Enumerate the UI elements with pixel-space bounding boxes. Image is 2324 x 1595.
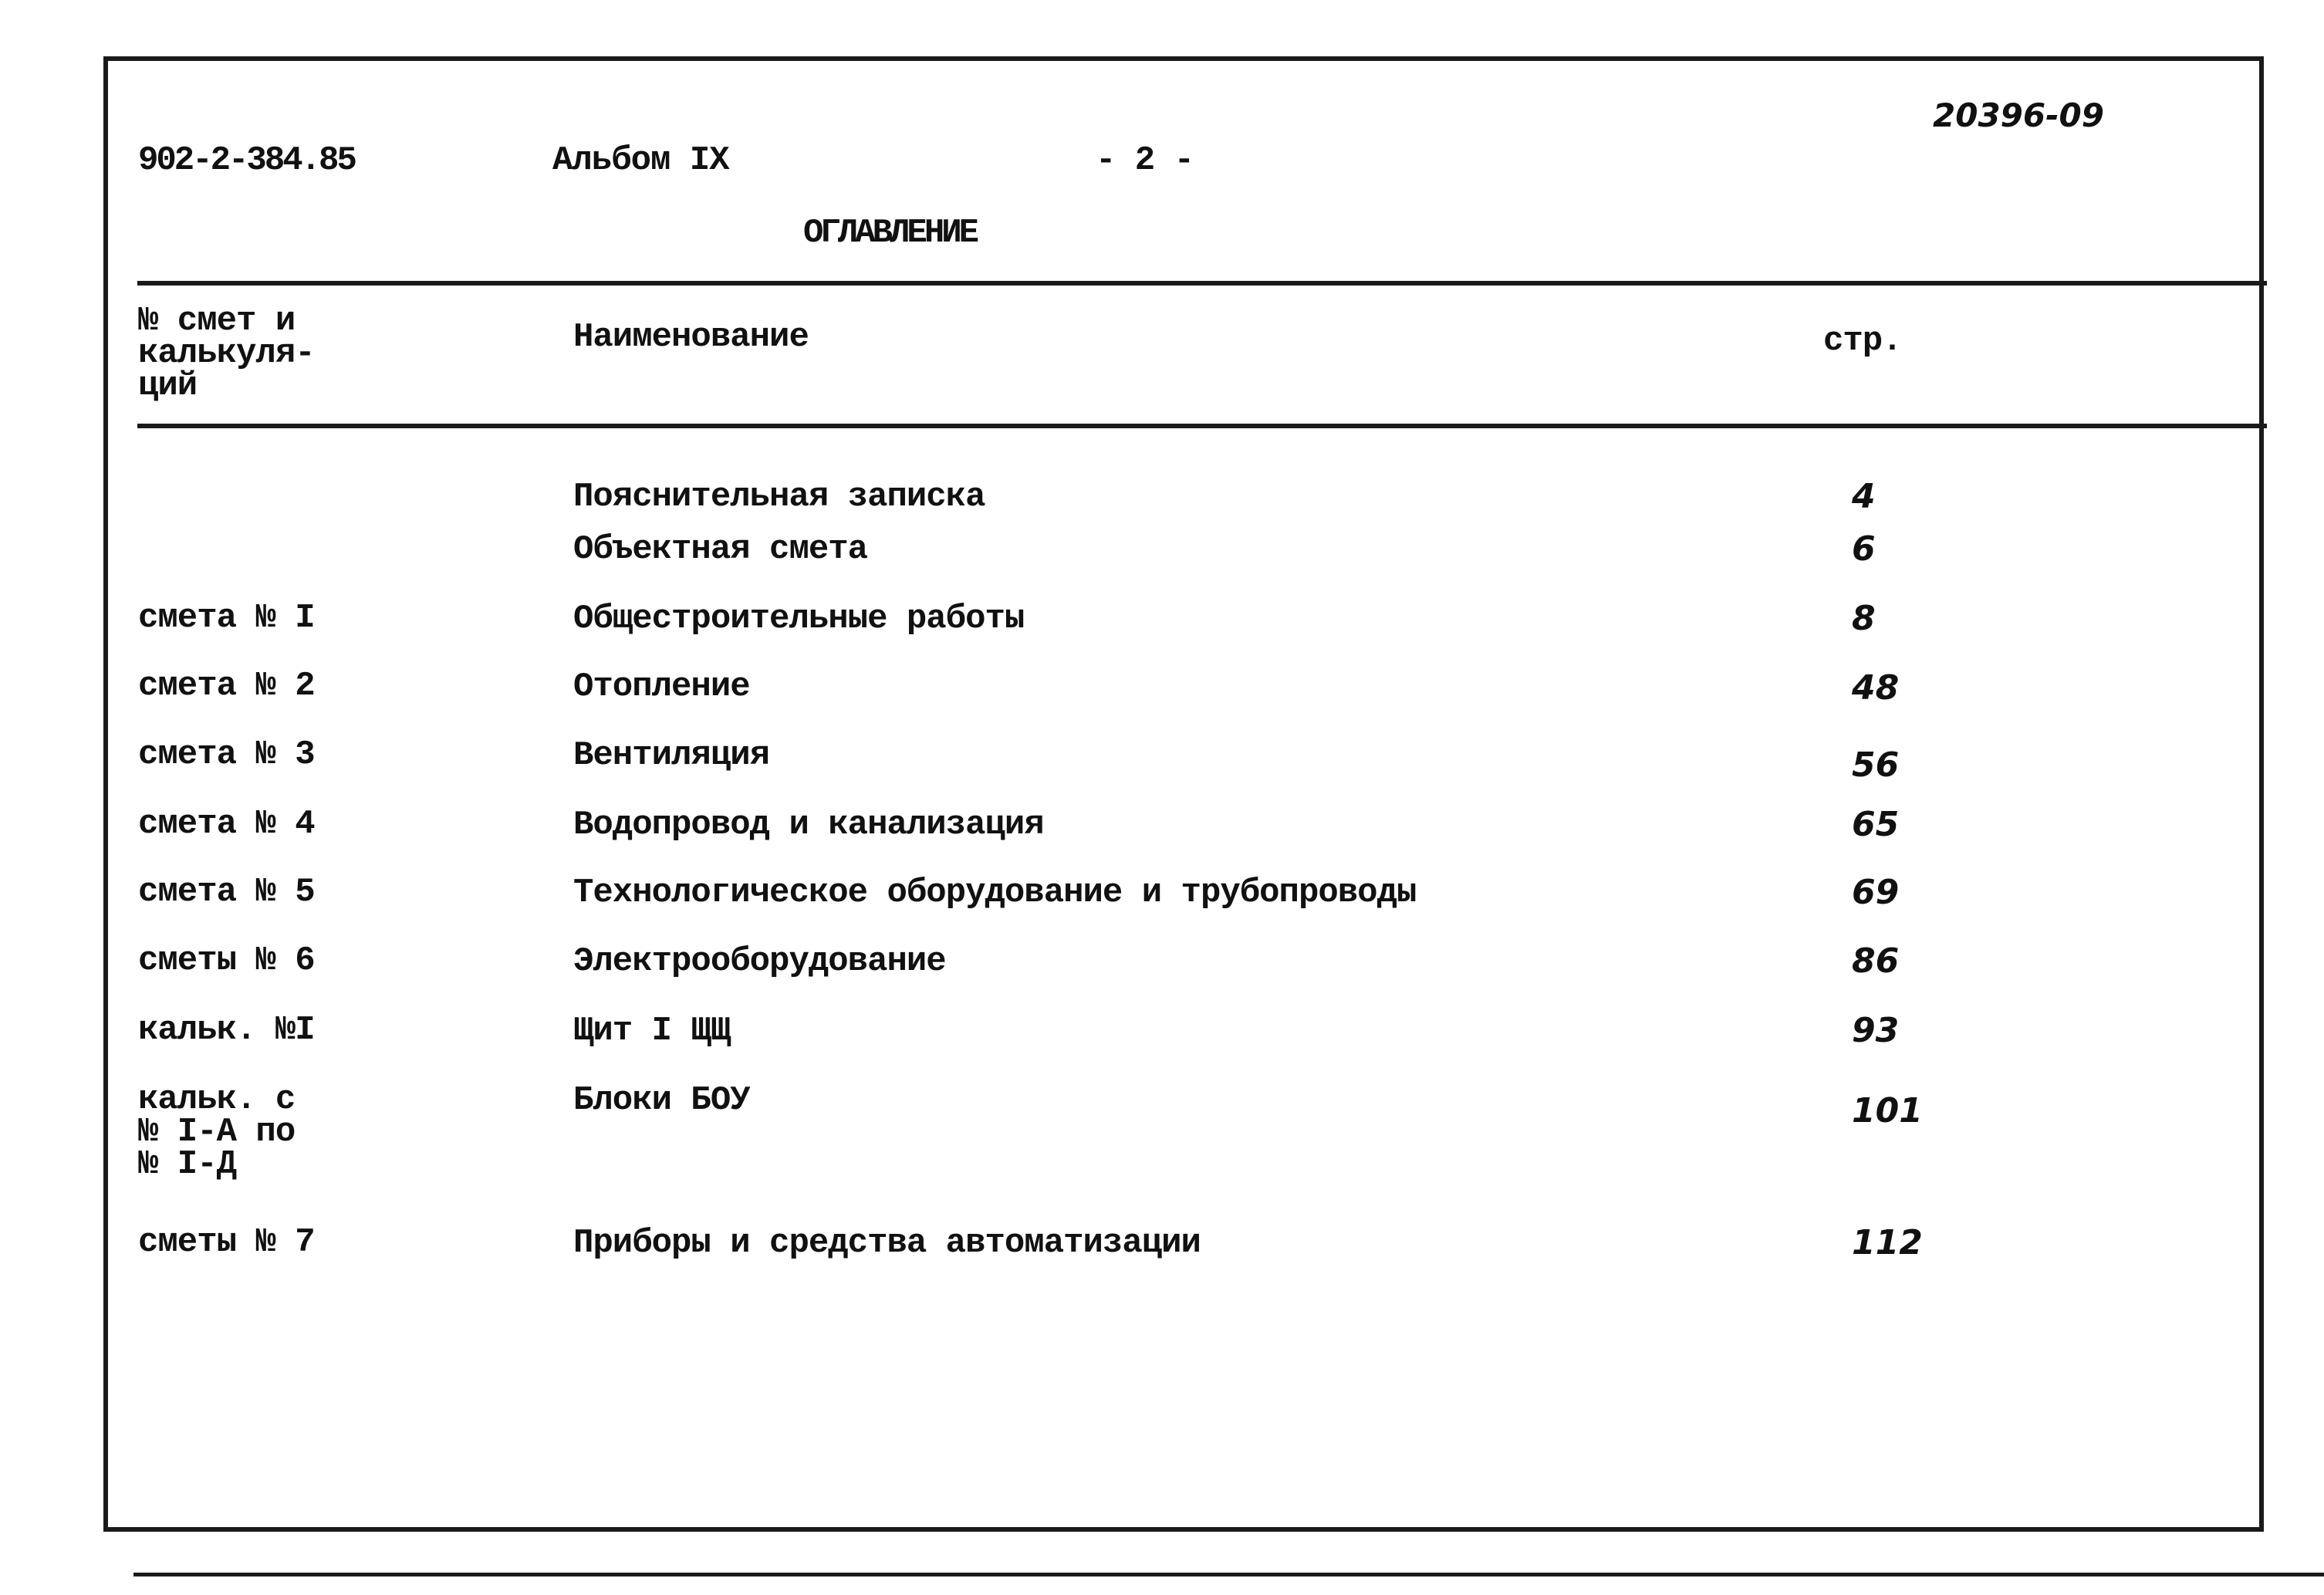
row-page: 48 (1852, 668, 1900, 708)
row-name: Водопровод и канализация (573, 806, 1045, 844)
row-page: 86 (1852, 941, 1900, 981)
doc-code: 902-2-384.85 (138, 141, 357, 180)
header-divider (137, 281, 2267, 286)
page-title: ОГЛАВЛЕНИЕ (803, 214, 979, 252)
row-page: 93 (1852, 1011, 1900, 1050)
row-name: Технологическое оборудование и трубопров… (573, 874, 1417, 912)
row-name: Объектная смета (573, 530, 868, 569)
page-frame (103, 56, 2264, 1532)
row-code: смета № 2 (138, 667, 316, 705)
row-page: 6 (1852, 529, 1876, 569)
row-name: Пояснительная записка (573, 478, 985, 516)
column-header-name: Наименование (573, 318, 809, 357)
row-name: Электрооборудование (573, 942, 947, 981)
bottom-line (133, 1573, 2324, 1576)
row-page: 101 (1852, 1091, 1923, 1130)
table-header-divider (137, 424, 2267, 428)
row-code: смета № 3 (138, 735, 316, 774)
column-header-page: стр. (1823, 322, 1903, 360)
row-name: Щит I ЩЩ (573, 1012, 731, 1050)
archive-number: 20396-09 (1933, 96, 2104, 134)
column-header-code: № смет и калькуля- ций (138, 302, 316, 405)
row-page: 8 (1852, 599, 1876, 638)
row-page: 112 (1852, 1223, 1923, 1262)
row-code: кальк. с № I-А по № I-Д (138, 1080, 296, 1184)
row-page: 56 (1852, 745, 1900, 785)
album-label: Альбом IX (552, 141, 730, 180)
row-code: кальк. №I (138, 1011, 316, 1049)
row-name: Блоки БОУ (573, 1081, 751, 1120)
row-code: сметы № 6 (138, 941, 316, 980)
row-page: 4 (1852, 477, 1876, 516)
row-code: смета № 4 (138, 805, 316, 843)
row-page: 69 (1852, 873, 1900, 912)
row-name: Общестроительные работы (573, 600, 1025, 638)
row-code: смета № I (138, 599, 316, 637)
row-page: 65 (1852, 805, 1900, 844)
row-code: смета № 5 (138, 873, 316, 911)
row-code: сметы № 7 (138, 1223, 316, 1262)
row-name: Приборы и средства автоматизации (573, 1224, 1201, 1262)
row-name: Вентиляция (573, 736, 770, 775)
row-name: Отопление (573, 667, 751, 706)
page-number: - 2 - (1096, 141, 1194, 180)
